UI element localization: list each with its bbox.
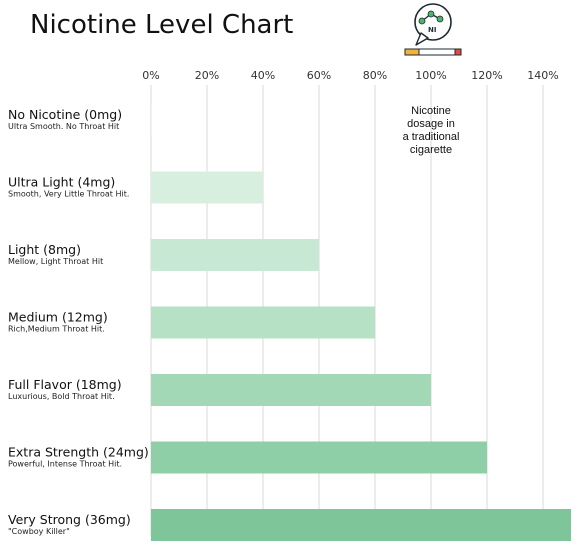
category-label: Medium (12mg) (8, 310, 108, 325)
bar (151, 306, 375, 339)
category-label: Very Strong (36mg) (8, 512, 131, 527)
category-description: Ultra Smooth. No Throat Hit (8, 122, 119, 131)
category-label: Full Flavor (18mg) (8, 377, 122, 392)
annotation-line: cigarette (410, 144, 452, 156)
x-tick-label: 100% (415, 69, 446, 82)
category-label: Ultra Light (4mg) (8, 175, 115, 190)
annotation-line: Nicotine (411, 105, 451, 117)
category-description: Rich,Medium Throat Hit. (8, 325, 105, 334)
x-tick-label: 140% (527, 69, 558, 82)
x-tick-label: 120% (471, 69, 502, 82)
nicotine-molecule-cigarette-icon: NI (404, 3, 462, 56)
category-label: Extra Strength (24mg) (8, 445, 149, 460)
chart-title: Nicotine Level Chart (30, 10, 293, 40)
x-tick-label: 20% (195, 69, 219, 82)
bar (151, 374, 431, 406)
category-description: Mellow, Light Throat Hit (8, 257, 103, 266)
annotation-line: a traditional (403, 131, 460, 143)
bar (151, 171, 263, 204)
annotation-line: dosage in (407, 118, 455, 130)
x-tick-label: 0% (142, 69, 159, 82)
category-label: Light (8mg) (8, 242, 81, 257)
x-tick-label: 60% (307, 69, 331, 82)
x-tick-label: 40% (251, 69, 275, 82)
category-description: Smooth, Very Little Throat Hit. (8, 190, 129, 199)
bar (151, 239, 319, 271)
bar (151, 509, 571, 541)
category-description: Luxurious, Bold Throat Hit. (8, 392, 115, 401)
bar (151, 441, 487, 474)
bars (151, 104, 571, 541)
x-axis-ticks: 0% 20% 40% 60% 80% 100% 120% 140% (142, 69, 558, 82)
category-labels: No Nicotine (0mg)Ultra Smooth. No Throat… (8, 107, 149, 536)
category-label: No Nicotine (0mg) (8, 107, 122, 122)
x-tick-label: 80% (363, 69, 387, 82)
category-description: Powerful, Intense Throat Hit. (8, 460, 122, 469)
svg-text:NI: NI (428, 26, 436, 34)
category-description: "Cowboy Killer" (8, 527, 70, 536)
bar (151, 104, 152, 136)
